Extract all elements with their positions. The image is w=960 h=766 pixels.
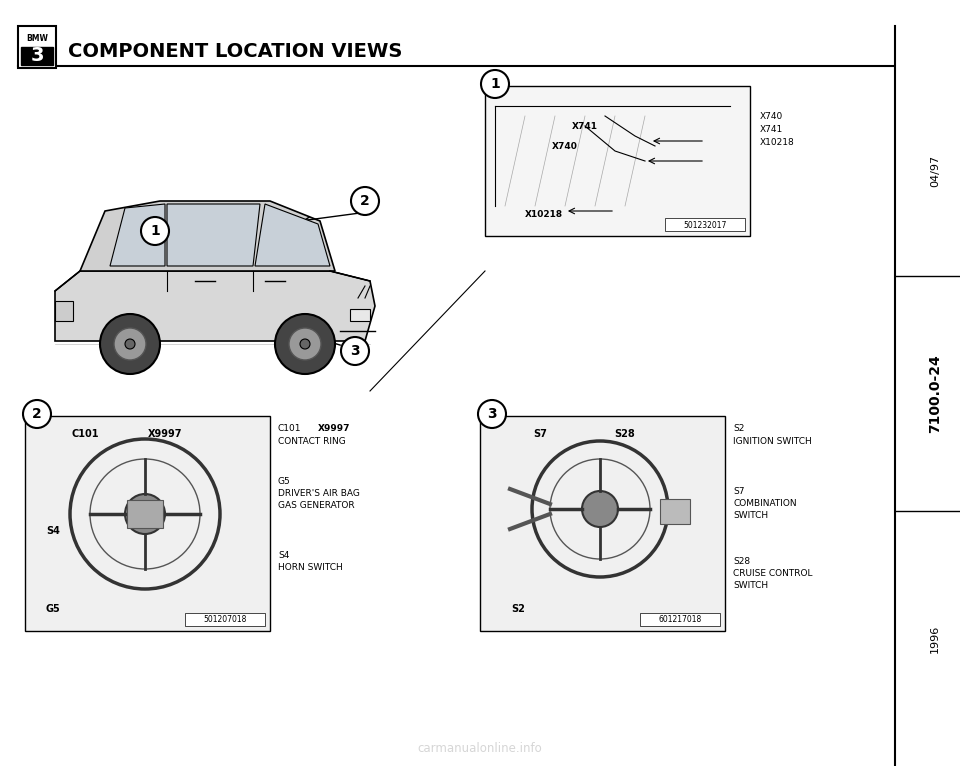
Polygon shape: [110, 204, 165, 266]
Text: GAS GENERATOR: GAS GENERATOR: [278, 500, 354, 509]
Text: 1: 1: [491, 77, 500, 91]
Circle shape: [125, 494, 165, 534]
Text: C101: C101: [278, 424, 301, 433]
Text: S7: S7: [733, 486, 745, 496]
Text: DRIVER'S AIR BAG: DRIVER'S AIR BAG: [278, 489, 360, 497]
Text: 7100.0-24: 7100.0-24: [928, 354, 942, 433]
Circle shape: [23, 400, 51, 428]
Text: 2: 2: [32, 407, 42, 421]
Text: COMBINATION: COMBINATION: [733, 499, 797, 508]
Bar: [25, 416, 270, 631]
Bar: [21, 47, 53, 65]
Bar: [350, 309, 370, 321]
Text: 04/97: 04/97: [930, 155, 940, 187]
Bar: [665, 218, 745, 231]
Text: 501232017: 501232017: [684, 221, 727, 230]
Circle shape: [100, 314, 160, 374]
Text: X741: X741: [760, 125, 783, 133]
Bar: [127, 500, 163, 528]
Bar: [480, 416, 725, 631]
Text: G5: G5: [278, 476, 291, 486]
Bar: [660, 499, 690, 524]
Bar: [18, 26, 56, 68]
Text: BMW: BMW: [26, 34, 48, 42]
Text: X9997: X9997: [318, 424, 350, 433]
Text: S2: S2: [733, 424, 744, 433]
Circle shape: [341, 337, 369, 365]
Circle shape: [141, 217, 169, 245]
Text: HORN SWITCH: HORN SWITCH: [278, 564, 343, 572]
Text: S28: S28: [733, 557, 750, 565]
Text: S7: S7: [533, 429, 547, 439]
Text: G5: G5: [46, 604, 60, 614]
Text: X10218: X10218: [760, 138, 795, 146]
Bar: [640, 613, 720, 626]
Text: carmanualonline.info: carmanualonline.info: [418, 741, 542, 755]
Text: X9997: X9997: [148, 429, 182, 439]
Text: SWITCH: SWITCH: [733, 510, 768, 519]
Circle shape: [351, 187, 379, 215]
Polygon shape: [255, 204, 330, 266]
Text: SWITCH: SWITCH: [733, 581, 768, 590]
Text: 3: 3: [31, 45, 44, 64]
Bar: [485, 86, 750, 236]
Circle shape: [114, 328, 146, 360]
Text: S4: S4: [46, 526, 60, 536]
Circle shape: [125, 339, 135, 349]
Text: CRUISE CONTROL: CRUISE CONTROL: [733, 568, 812, 578]
Text: X741: X741: [572, 122, 598, 130]
Text: COMPONENT LOCATION VIEWS: COMPONENT LOCATION VIEWS: [68, 41, 402, 61]
Circle shape: [275, 314, 335, 374]
Text: X740: X740: [552, 142, 578, 150]
Text: 2: 2: [360, 194, 370, 208]
Text: S28: S28: [614, 429, 636, 439]
Text: CONTACT RING: CONTACT RING: [278, 437, 346, 446]
Text: S4: S4: [278, 552, 289, 561]
Text: 501207018: 501207018: [204, 616, 247, 624]
Text: 3: 3: [487, 407, 497, 421]
Polygon shape: [167, 204, 260, 266]
Text: C101: C101: [71, 429, 99, 439]
Circle shape: [481, 70, 509, 98]
Circle shape: [289, 328, 321, 360]
Text: IGNITION SWITCH: IGNITION SWITCH: [733, 437, 812, 446]
Polygon shape: [55, 271, 375, 341]
Circle shape: [300, 339, 310, 349]
Circle shape: [478, 400, 506, 428]
Polygon shape: [80, 201, 335, 271]
Text: S2: S2: [511, 604, 525, 614]
Text: X740: X740: [760, 112, 783, 120]
Text: 1996: 1996: [930, 624, 940, 653]
Text: 1: 1: [150, 224, 160, 238]
Text: X10218: X10218: [525, 209, 564, 218]
Bar: [185, 613, 265, 626]
Text: 601217018: 601217018: [659, 616, 702, 624]
Circle shape: [582, 491, 618, 527]
Text: 3: 3: [350, 344, 360, 358]
Bar: [55, 301, 73, 321]
